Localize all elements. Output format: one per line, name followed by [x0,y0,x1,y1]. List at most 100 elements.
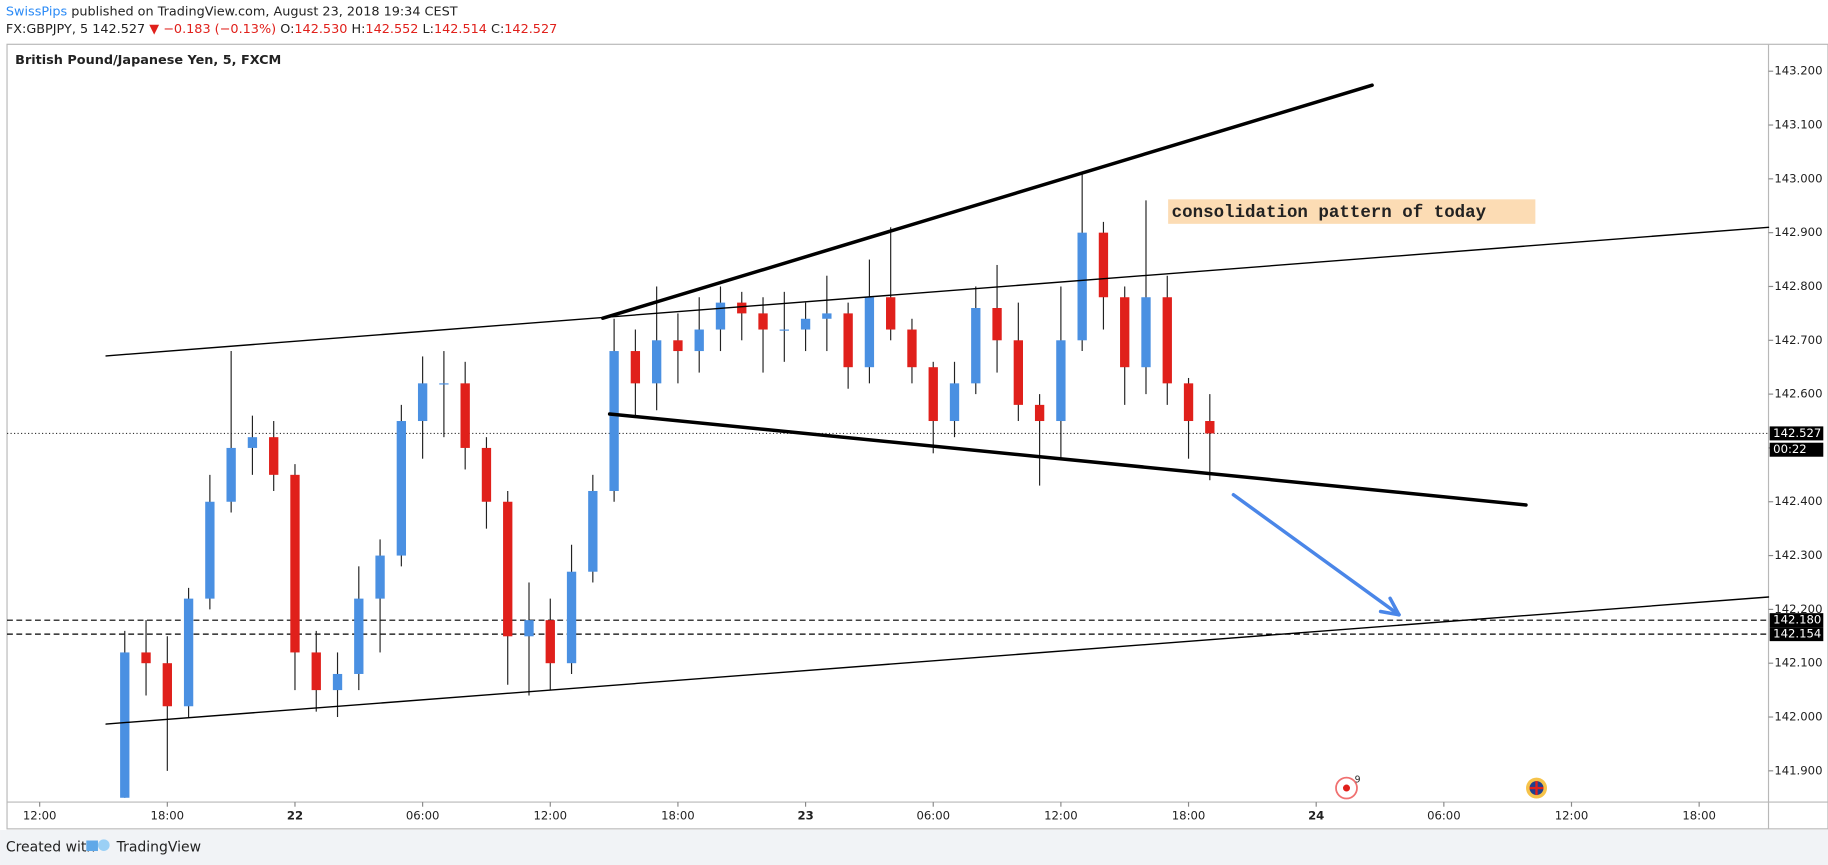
y-tick-label: 142.000 [1774,710,1822,724]
y-tick-label: 143.100 [1774,118,1822,132]
h-label: H: [351,22,365,37]
countdown: 00:22 [1773,442,1807,456]
last-price-label: 142.527 [1773,426,1821,440]
symbol-line: FX:GBPJPY, 5 142.527 ▼ −0.183 (−0.13%) O… [6,22,557,37]
x-tick-label: 23 [797,809,813,823]
x-tick-label: 24 [1308,809,1324,823]
candle-body [375,555,385,599]
candle-body [460,383,470,448]
candle-body [907,329,917,368]
candle-body [183,598,194,707]
candle-body [396,421,407,556]
y-tick-label: 142.200 [1774,602,1822,616]
y-tick-label: 142.100 [1774,656,1822,670]
y-tick-label: 142.400 [1774,494,1822,508]
candle-body [524,620,534,637]
header-line: SwissPips published on TradingView.com, … [6,4,458,19]
candle-body [609,351,619,491]
flag-icon[interactable] [1526,777,1548,799]
candle-body [694,329,704,352]
x-tick-label: 18:00 [151,809,185,823]
created-with: Created with [6,840,95,856]
candle-body [800,318,811,330]
candle-body [758,313,768,330]
candle-body [226,447,236,502]
candle-body [737,302,747,314]
level-label: 142.154 [1773,627,1821,641]
candle-body [503,501,513,637]
c-value: 142.527 [504,22,557,37]
x-tick-label: 18:00 [1682,809,1716,823]
candle-body [673,340,683,352]
candle-body [311,652,321,691]
candle-body [1034,404,1045,422]
change: ▼ −0.183 (−0.13%) [149,22,276,37]
candle-body [779,329,789,331]
x-tick-label: 18:00 [1172,809,1206,823]
footer [0,830,1828,865]
candle-body [1141,297,1151,368]
candle-body [1183,383,1194,422]
candle-body [864,297,875,368]
publisher[interactable]: SwissPips [6,4,68,19]
event-icon[interactable] [1335,776,1358,800]
y-tick-label: 141.900 [1774,763,1822,777]
candle-body [1098,232,1109,298]
plot: 141.900 142.000 142.100 142.200 142.300 142.4… [7,64,1824,823]
y-tick-label: 142.600 [1774,387,1822,401]
candle-body [332,673,343,691]
brand[interactable]: TradingView [116,840,201,856]
annotation-bg [1168,199,1536,224]
x-tick-label: 12:00 [23,809,57,823]
y-tick-label: 142.700 [1774,333,1822,347]
candle-body [651,340,662,384]
arrow-head [1388,596,1401,617]
x-tick-label: 12:00 [534,809,568,823]
symbol: FX:GBPJPY, 5 [6,22,88,37]
x-tick-label: 06:00 [406,809,440,823]
candle-body [481,447,492,502]
candle-body [928,367,938,422]
trendline [105,596,1770,725]
o-value: 142.530 [294,22,347,37]
y-tick-label: 142.900 [1774,225,1822,239]
candle-body [162,663,172,707]
x-tick-label: 22 [287,809,303,823]
candle-body [205,501,215,599]
c-label: C: [491,22,504,37]
trendline [105,226,1770,357]
x-tick-label: 12:00 [1555,809,1589,823]
countdown-box [1769,442,1824,457]
candle-body [354,598,364,674]
candle-body [949,383,960,422]
candle-body [290,474,300,653]
tv-logo[interactable] [86,839,110,852]
l-value: 142.514 [434,22,487,37]
candle-body [1013,340,1024,405]
last: 142.527 [92,22,145,37]
candle-body [1056,340,1066,422]
candle-body [1120,297,1130,368]
candle-body [1077,232,1087,341]
candle-body [141,652,151,664]
level-label: 142.180 [1773,613,1821,627]
level-label-box [1769,627,1824,642]
arrow-head [1378,609,1401,617]
x-tick-label: 18:00 [661,809,695,823]
candle-body [992,308,1002,341]
candle-body [439,383,449,385]
candle-body [417,383,428,422]
candle-body [1162,297,1172,384]
candle-body [630,351,641,384]
trendline [601,83,1374,320]
candle-body [545,620,555,664]
candle-body [886,297,896,330]
last-price-label-box [1769,426,1824,441]
trendline [607,412,1528,507]
arrow-line [1231,493,1401,617]
l-label: L: [422,22,433,37]
o-label: O: [280,22,294,37]
candle-body [843,313,853,368]
